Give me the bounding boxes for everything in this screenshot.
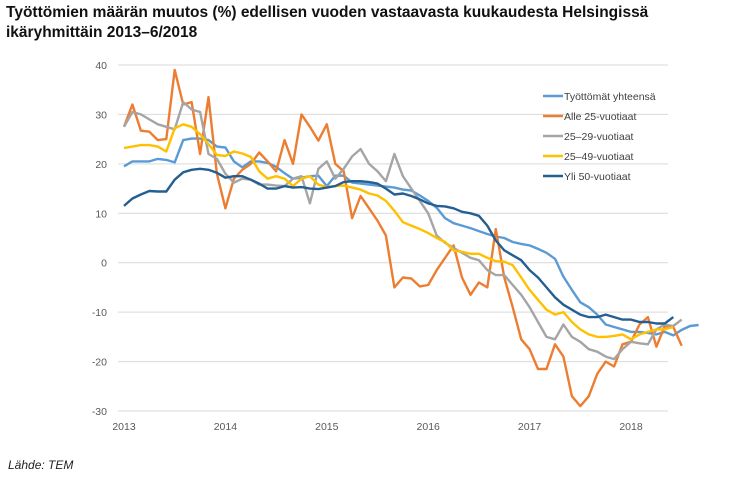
y-tick-label: 40 xyxy=(95,60,107,72)
legend-item: Yli 50-vuotiaat xyxy=(543,171,631,183)
x-tick-label: 2017 xyxy=(518,421,542,433)
y-tick-label: 0 xyxy=(101,258,107,270)
x-tick-label: 2018 xyxy=(619,421,643,433)
x-tick-label: 2014 xyxy=(214,421,238,433)
series-lines xyxy=(122,68,699,408)
series-line-4 xyxy=(123,167,675,325)
legend-item: Työttömät yhteensä xyxy=(543,91,656,103)
legend-label: Alle 25-vuotiaat xyxy=(564,111,636,123)
x-tick-label: 2013 xyxy=(112,421,136,433)
legend-item: 25–49-vuotiaat xyxy=(543,151,634,163)
y-tick-label: -10 xyxy=(92,307,107,319)
y-axis-ticks: 40 30 20 10 0 -10 -20 -30 xyxy=(92,60,107,418)
chart-title: Työttömien määrän muutos (%) edellisen v… xyxy=(6,4,649,41)
x-axis-ticks: 2013 2014 2015 2016 2017 2018 xyxy=(112,421,643,433)
series-line-2 xyxy=(122,100,683,361)
legend-label: 25–29-vuotiaat xyxy=(564,131,634,143)
series-line-0 xyxy=(123,137,699,337)
legend-item: Alle 25-vuotiaat xyxy=(543,111,636,123)
x-tick-label: 2015 xyxy=(315,421,339,433)
y-tick-label: -30 xyxy=(92,406,107,418)
legend-label: 25–49-vuotiaat xyxy=(564,151,634,163)
x-tick-label: 2016 xyxy=(417,421,441,433)
series-line-3 xyxy=(123,123,674,341)
y-tick-label: 30 xyxy=(95,109,107,121)
legend-label: Työttömät yhteensä xyxy=(564,91,656,103)
legend-label: Yli 50-vuotiaat xyxy=(564,171,631,183)
y-tick-label: -20 xyxy=(92,357,107,369)
legend: Työttömät yhteensä Alle 25-vuotiaat 25–29-… xyxy=(543,91,656,183)
legend-item: 25–29-vuotiaat xyxy=(543,131,634,143)
y-tick-label: 20 xyxy=(95,159,107,171)
y-tick-label: 10 xyxy=(95,208,107,220)
source-note: Lähde: TEM xyxy=(8,458,74,472)
